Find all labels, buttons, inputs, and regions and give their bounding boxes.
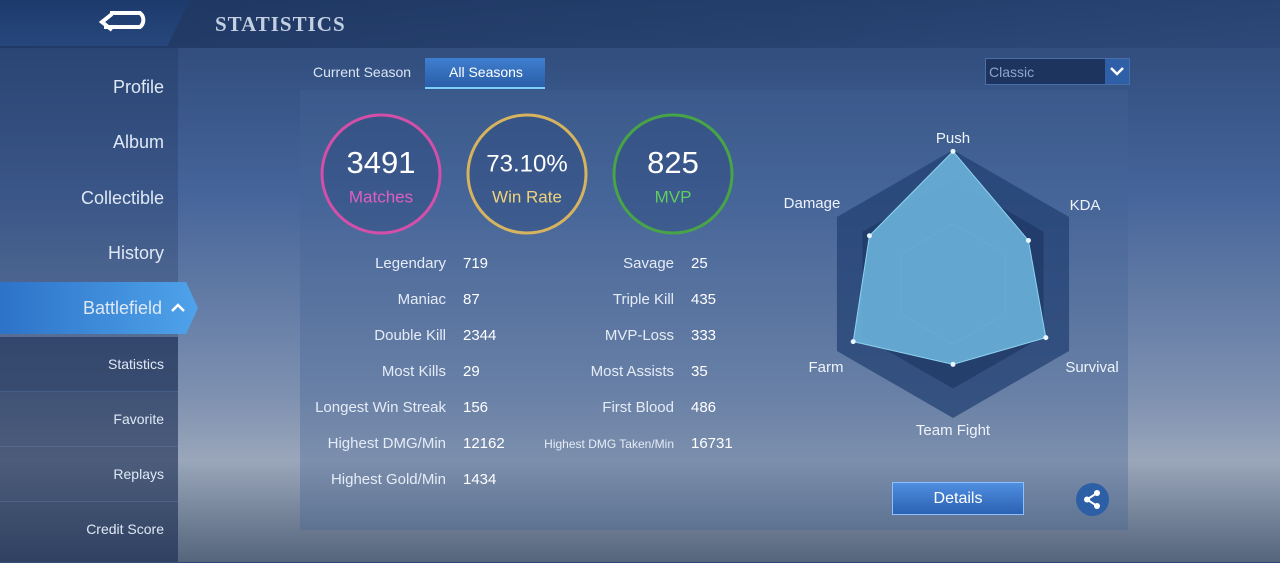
radar-point bbox=[866, 233, 872, 239]
summary-label: Win Rate bbox=[492, 187, 562, 206]
stat-value: 719 bbox=[463, 255, 489, 272]
menu-item[interactable]: Battlefield bbox=[82, 298, 162, 318]
radar-axis-label: Damage bbox=[784, 195, 841, 212]
radar-axis-label: Push bbox=[936, 130, 970, 147]
summary-value: 73.10% bbox=[486, 150, 567, 177]
menu-item[interactable]: History bbox=[107, 243, 164, 263]
tab[interactable]: Current Season bbox=[313, 64, 412, 80]
stat-value: 435 bbox=[691, 291, 717, 308]
menu-item[interactable]: Album bbox=[112, 132, 164, 152]
tab-active-bg bbox=[425, 58, 545, 89]
summary-value: 825 bbox=[647, 145, 699, 180]
radar-axis-label: Farm bbox=[809, 359, 844, 376]
stat-label: Most Kills bbox=[381, 363, 446, 380]
back-button[interactable] bbox=[0, 0, 190, 46]
stat-value: 25 bbox=[691, 255, 708, 272]
stat-value: 2344 bbox=[463, 327, 497, 344]
radar-point bbox=[1043, 335, 1049, 341]
submenu-active-bg bbox=[0, 337, 178, 392]
stat-label: Most Assists bbox=[590, 363, 674, 380]
stat-value: 486 bbox=[691, 399, 717, 416]
summary-value: 3491 bbox=[347, 145, 416, 180]
stat-value: 156 bbox=[463, 399, 489, 416]
share-button[interactable] bbox=[1076, 483, 1109, 516]
stat-label: Maniac bbox=[397, 291, 446, 308]
radar-axis-label: Team Fight bbox=[916, 422, 991, 439]
radar-axis-label: Survival bbox=[1065, 359, 1118, 376]
menu-item[interactable]: Profile bbox=[112, 77, 164, 97]
stat-label: First Blood bbox=[602, 399, 674, 416]
stat-value: 87 bbox=[463, 291, 480, 308]
summary-ring bbox=[320, 113, 442, 235]
radar-point bbox=[950, 361, 956, 367]
stat-label: Double Kill bbox=[374, 327, 446, 344]
radar-point bbox=[850, 339, 856, 345]
submenu-item[interactable]: Replays bbox=[113, 466, 164, 482]
stat-value: 333 bbox=[691, 327, 717, 344]
stat-value: 1434 bbox=[463, 471, 497, 488]
page-title: STATISTICS bbox=[215, 12, 346, 36]
stat-value: 29 bbox=[463, 363, 480, 380]
stat-value: 16731 bbox=[691, 435, 733, 452]
menu-active-bg bbox=[0, 282, 198, 334]
radar-point bbox=[1025, 237, 1031, 243]
stat-label: Highest DMG/Min bbox=[327, 435, 446, 452]
submenu-bg bbox=[0, 392, 178, 447]
radar-area bbox=[852, 150, 1047, 365]
stat-label: Highest DMG Taken/Min bbox=[544, 437, 674, 451]
summary-label: Matches bbox=[349, 187, 413, 206]
stat-label: MVP-Loss bbox=[604, 327, 674, 344]
stat-label: Savage bbox=[623, 255, 674, 272]
stat-value: 12162 bbox=[463, 435, 505, 452]
stat-label: Highest Gold/Min bbox=[330, 471, 446, 488]
chevron-up bbox=[171, 303, 185, 312]
submenu-bg bbox=[0, 447, 178, 502]
radar-axis-label: KDA bbox=[1070, 197, 1101, 214]
submenu-item[interactable]: Statistics bbox=[107, 356, 164, 372]
details-button[interactable]: Details bbox=[892, 482, 1024, 515]
summary-ring bbox=[466, 113, 588, 235]
stat-label: Legendary bbox=[375, 255, 446, 272]
stat-label: Longest Win Streak bbox=[315, 399, 446, 416]
stat-value: 35 bbox=[691, 363, 708, 380]
stat-label: Triple Kill bbox=[612, 291, 674, 308]
back-icon bbox=[98, 11, 146, 32]
radar-point bbox=[950, 148, 956, 154]
summary-ring bbox=[612, 113, 734, 235]
menu-item[interactable]: Collectible bbox=[80, 188, 164, 208]
summary-label: MVP bbox=[655, 187, 692, 206]
mode-select-text: Classic bbox=[989, 64, 1035, 80]
submenu-item[interactable]: Favorite bbox=[113, 411, 164, 427]
submenu-item[interactable]: Credit Score bbox=[86, 521, 164, 537]
top-bar bbox=[0, 0, 1280, 48]
select-arrow[interactable] bbox=[1105, 59, 1129, 84]
tab[interactable]: All Seasons bbox=[449, 64, 523, 80]
